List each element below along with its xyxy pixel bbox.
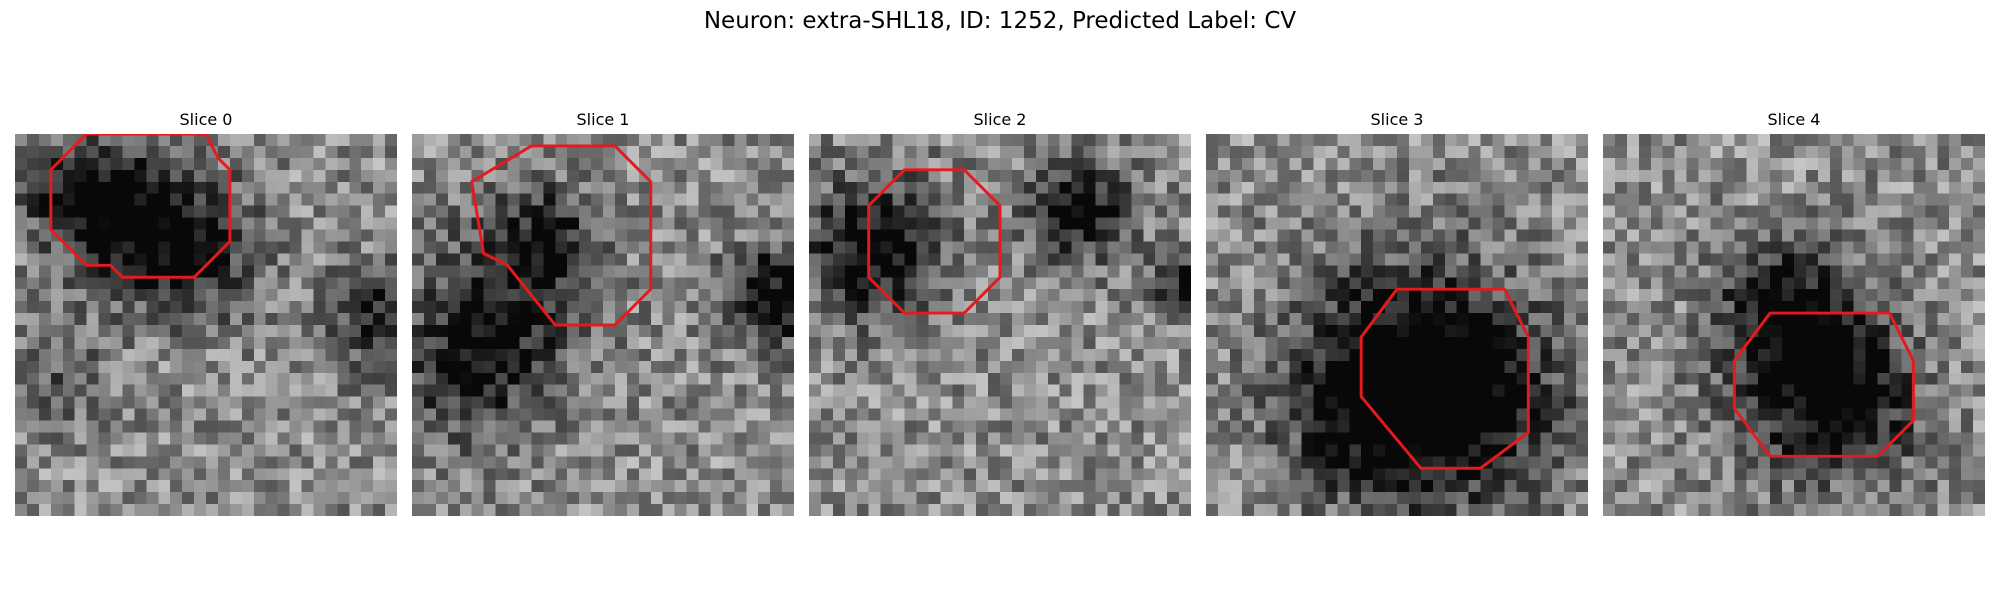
- slice-2-roi-contour: [867, 168, 1002, 315]
- slice-2-canvas: [809, 134, 1191, 516]
- slice-4-title: Slice 4: [1767, 110, 1821, 129]
- slice-1-roi-contour: [470, 144, 653, 327]
- slice-4-canvas: [1603, 134, 1985, 516]
- slice-4-image: [1603, 134, 1985, 516]
- slice-3-image: [1206, 134, 1588, 516]
- slice-3-roi-contour: [1359, 287, 1530, 470]
- slice-0-roi-contour: [49, 134, 232, 279]
- slice-1-title: Slice 1: [576, 110, 630, 129]
- slice-0-title: Slice 0: [179, 110, 233, 129]
- slice-3-canvas: [1206, 134, 1588, 516]
- figure-title: Neuron: extra-SHL18, ID: 1252, Predicted…: [703, 8, 1297, 34]
- slice-0-image: [15, 134, 397, 516]
- slice-1-canvas: [412, 134, 794, 516]
- slice-2-image: [809, 134, 1191, 516]
- slice-3-title: Slice 3: [1370, 110, 1424, 129]
- slice-4-roi-contour: [1732, 311, 1915, 458]
- slice-2-title: Slice 2: [973, 110, 1027, 129]
- slice-0-canvas: [15, 134, 397, 516]
- slice-1-image: [412, 134, 794, 516]
